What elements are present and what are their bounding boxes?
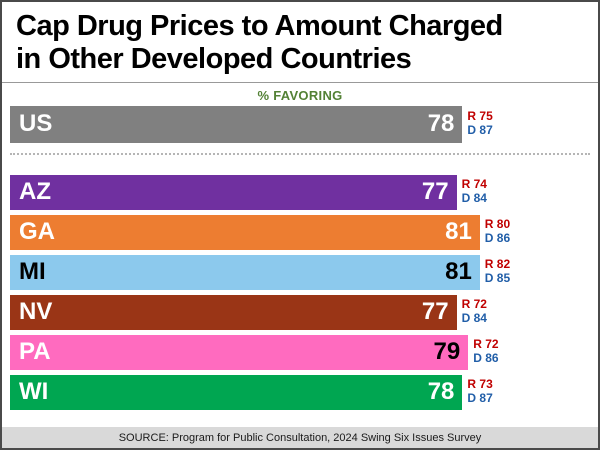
party-values: R 73 D 87 [467, 378, 492, 406]
bar: MI 81 [10, 254, 480, 290]
bar-row-nv: NV 77 R 72 D 84 [10, 294, 590, 330]
bar-row-pa: PA 79 R 72 D 86 [10, 334, 590, 370]
bar: WI 78 [10, 374, 463, 410]
democrat-value: D 86 [484, 231, 511, 246]
bar-label: WI [19, 378, 49, 406]
bar-label: US [19, 110, 53, 138]
democrat-value: D 87 [467, 391, 493, 406]
chart-title-line2: in Other Developed Countries [16, 43, 412, 76]
party-values: R 72 D 84 [462, 298, 487, 326]
bar: PA 79 [10, 334, 469, 370]
democrat-value: D 84 [461, 191, 487, 206]
democrat-value: D 86 [473, 351, 499, 366]
party-values: R 72 D 86 [473, 338, 498, 366]
republican-value: R 74 [461, 177, 487, 192]
bar: US 78 [10, 105, 463, 143]
republican-value: R 82 [484, 257, 511, 272]
bar-label: AZ [19, 178, 51, 206]
source-bar: SOURCE: Program for Public Consultation,… [2, 427, 598, 448]
republican-value: R 75 [467, 109, 493, 124]
bar-row-us: US 78 R 75 D 87 [10, 105, 590, 143]
bar-row-az: AZ 77 R 74 D 84 [10, 174, 590, 210]
source-text: SOURCE: Program for Public Consultation,… [118, 432, 482, 444]
bar: GA 81 [10, 214, 480, 250]
bar-row-mi: MI 81 R 82 D 85 [10, 254, 590, 290]
us-states-separator [10, 152, 590, 155]
republican-value: R 72 [461, 297, 487, 312]
bar-label: NV [19, 298, 53, 326]
bar-label: MI [19, 258, 46, 286]
republican-value: R 73 [467, 377, 493, 392]
republican-value: R 72 [473, 337, 499, 352]
bar-value: 81 [445, 218, 472, 246]
bar-label: GA [19, 218, 55, 246]
republican-value: R 80 [484, 217, 511, 232]
party-values: R 80 D 86 [485, 218, 510, 246]
bar-row-ga: GA 81 R 80 D 86 [10, 214, 590, 250]
party-values: R 75 D 87 [467, 110, 492, 138]
bar-value: 81 [445, 258, 472, 286]
bar-row-wi: WI 78 R 73 D 87 [10, 374, 590, 410]
party-values: R 82 D 85 [485, 258, 510, 286]
bar-label: PA [19, 338, 51, 366]
bar-value: 78 [427, 110, 455, 138]
bar: NV 77 [10, 294, 457, 330]
chart-title-line1: Cap Drug Prices to Amount Charged [16, 10, 503, 42]
democrat-value: D 84 [461, 311, 487, 326]
chart-subtitle: % FAVORING [257, 87, 343, 103]
bar: AZ 77 [10, 174, 457, 210]
chart-title: Cap Drug Prices to Amount Charged in Oth… [2, 2, 598, 83]
bar-value: 77 [421, 298, 449, 326]
democrat-value: D 87 [467, 123, 493, 138]
party-values: R 74 D 84 [462, 178, 487, 206]
bar-value: 79 [433, 338, 461, 366]
bar-value: 77 [421, 178, 449, 206]
bar-chart: US 78 R 75 D 87 AZ 77 R 74 D 84 GA 81 [2, 105, 598, 415]
bar-value: 78 [427, 378, 455, 406]
democrat-value: D 85 [484, 271, 511, 286]
